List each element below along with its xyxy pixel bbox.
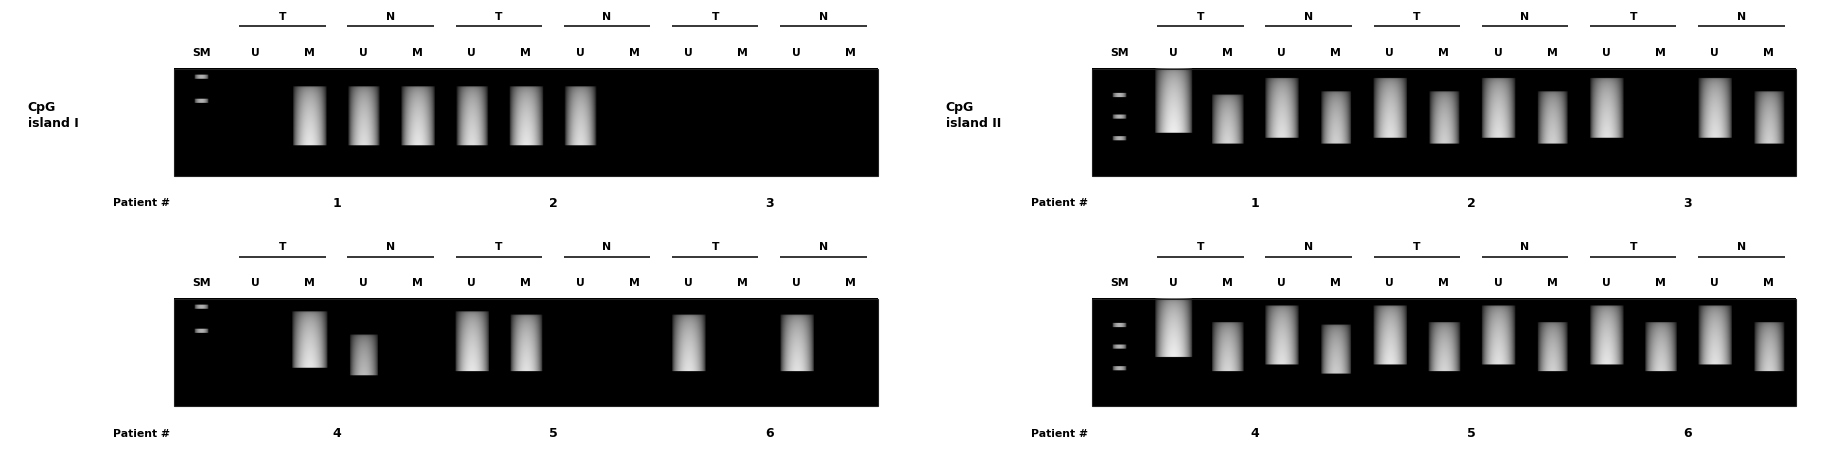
Text: M: M [1438, 47, 1449, 58]
Text: 4: 4 [332, 427, 341, 440]
Text: U: U [683, 278, 692, 288]
Text: U: U [1278, 278, 1285, 288]
Text: M: M [845, 47, 856, 58]
Text: N: N [1520, 242, 1529, 252]
Text: M: M [1654, 47, 1665, 58]
Text: T: T [712, 12, 720, 22]
Text: N: N [1304, 242, 1313, 252]
Text: U: U [791, 278, 800, 288]
Text: M: M [628, 47, 639, 58]
Bar [174, 69, 878, 176]
Text: T: T [279, 12, 286, 22]
Text: M: M [1546, 278, 1557, 288]
Text: T: T [1414, 242, 1421, 252]
Text: U: U [1386, 278, 1394, 288]
Text: 6: 6 [766, 427, 773, 440]
Text: U: U [791, 47, 800, 58]
Bar [1092, 69, 1796, 176]
Text: 2: 2 [1467, 197, 1476, 210]
Text: M: M [520, 278, 531, 288]
Text: SM: SM [1111, 278, 1129, 288]
Text: 5: 5 [549, 427, 558, 440]
Text: 3: 3 [1684, 197, 1691, 210]
Text: U: U [577, 47, 584, 58]
Text: SM: SM [193, 47, 211, 58]
Text: T: T [496, 242, 503, 252]
Text: N: N [1737, 242, 1746, 252]
Text: N: N [386, 12, 395, 22]
Text: Patient #: Patient # [114, 429, 171, 439]
Text: M: M [413, 47, 422, 58]
Text: M: M [520, 47, 531, 58]
Text: N: N [1520, 12, 1529, 22]
Text: U: U [1170, 278, 1177, 288]
Text: CpG
island I: CpG island I [28, 101, 79, 130]
Text: SM: SM [1111, 47, 1129, 58]
Text: U: U [252, 47, 259, 58]
Text: T: T [1630, 242, 1638, 252]
Text: T: T [1414, 12, 1421, 22]
Text: U: U [360, 278, 367, 288]
Text: U: U [683, 47, 692, 58]
Text: M: M [1223, 278, 1234, 288]
Text: M: M [845, 278, 856, 288]
Text: T: T [712, 242, 720, 252]
Text: N: N [1737, 12, 1746, 22]
Text: M: M [736, 278, 747, 288]
Text: N: N [602, 242, 611, 252]
Text: M: M [1763, 47, 1774, 58]
Text: N: N [1304, 12, 1313, 22]
Text: M: M [1331, 47, 1340, 58]
Text: Patient #: Patient # [1032, 198, 1089, 208]
Text: Patient #: Patient # [1032, 429, 1089, 439]
Text: U: U [1495, 278, 1502, 288]
Text: Patient #: Patient # [114, 198, 171, 208]
Text: M: M [413, 278, 422, 288]
Text: T: T [1197, 242, 1204, 252]
Text: SM: SM [193, 278, 211, 288]
Text: T: T [279, 242, 286, 252]
Text: U: U [360, 47, 367, 58]
Text: U: U [1709, 278, 1718, 288]
Text: U: U [1601, 278, 1610, 288]
Text: 6: 6 [1684, 427, 1691, 440]
Text: U: U [252, 278, 259, 288]
Text: CpG
island II: CpG island II [946, 101, 1001, 130]
Text: M: M [305, 47, 316, 58]
Text: M: M [1654, 278, 1665, 288]
Text: M: M [1763, 278, 1774, 288]
Text: M: M [1331, 278, 1340, 288]
Text: 3: 3 [766, 197, 773, 210]
Text: M: M [736, 47, 747, 58]
Text: N: N [819, 242, 828, 252]
Bar [174, 299, 878, 406]
Text: U: U [1709, 47, 1718, 58]
Text: U: U [468, 47, 476, 58]
Text: 1: 1 [1250, 197, 1259, 210]
Text: 2: 2 [549, 197, 558, 210]
Text: U: U [577, 278, 584, 288]
Text: U: U [1386, 47, 1394, 58]
Text: N: N [602, 12, 611, 22]
Text: N: N [386, 242, 395, 252]
Text: U: U [1170, 47, 1177, 58]
Text: M: M [1546, 47, 1557, 58]
Text: N: N [819, 12, 828, 22]
Text: M: M [305, 278, 316, 288]
Bar [1092, 299, 1796, 406]
Text: M: M [1223, 47, 1234, 58]
Text: U: U [1601, 47, 1610, 58]
Text: M: M [1438, 278, 1449, 288]
Text: M: M [628, 278, 639, 288]
Text: U: U [1278, 47, 1285, 58]
Text: T: T [1630, 12, 1638, 22]
Text: 1: 1 [332, 197, 341, 210]
Text: U: U [468, 278, 476, 288]
Text: T: T [496, 12, 503, 22]
Text: U: U [1495, 47, 1502, 58]
Text: 5: 5 [1467, 427, 1476, 440]
Text: T: T [1197, 12, 1204, 22]
Text: 4: 4 [1250, 427, 1259, 440]
